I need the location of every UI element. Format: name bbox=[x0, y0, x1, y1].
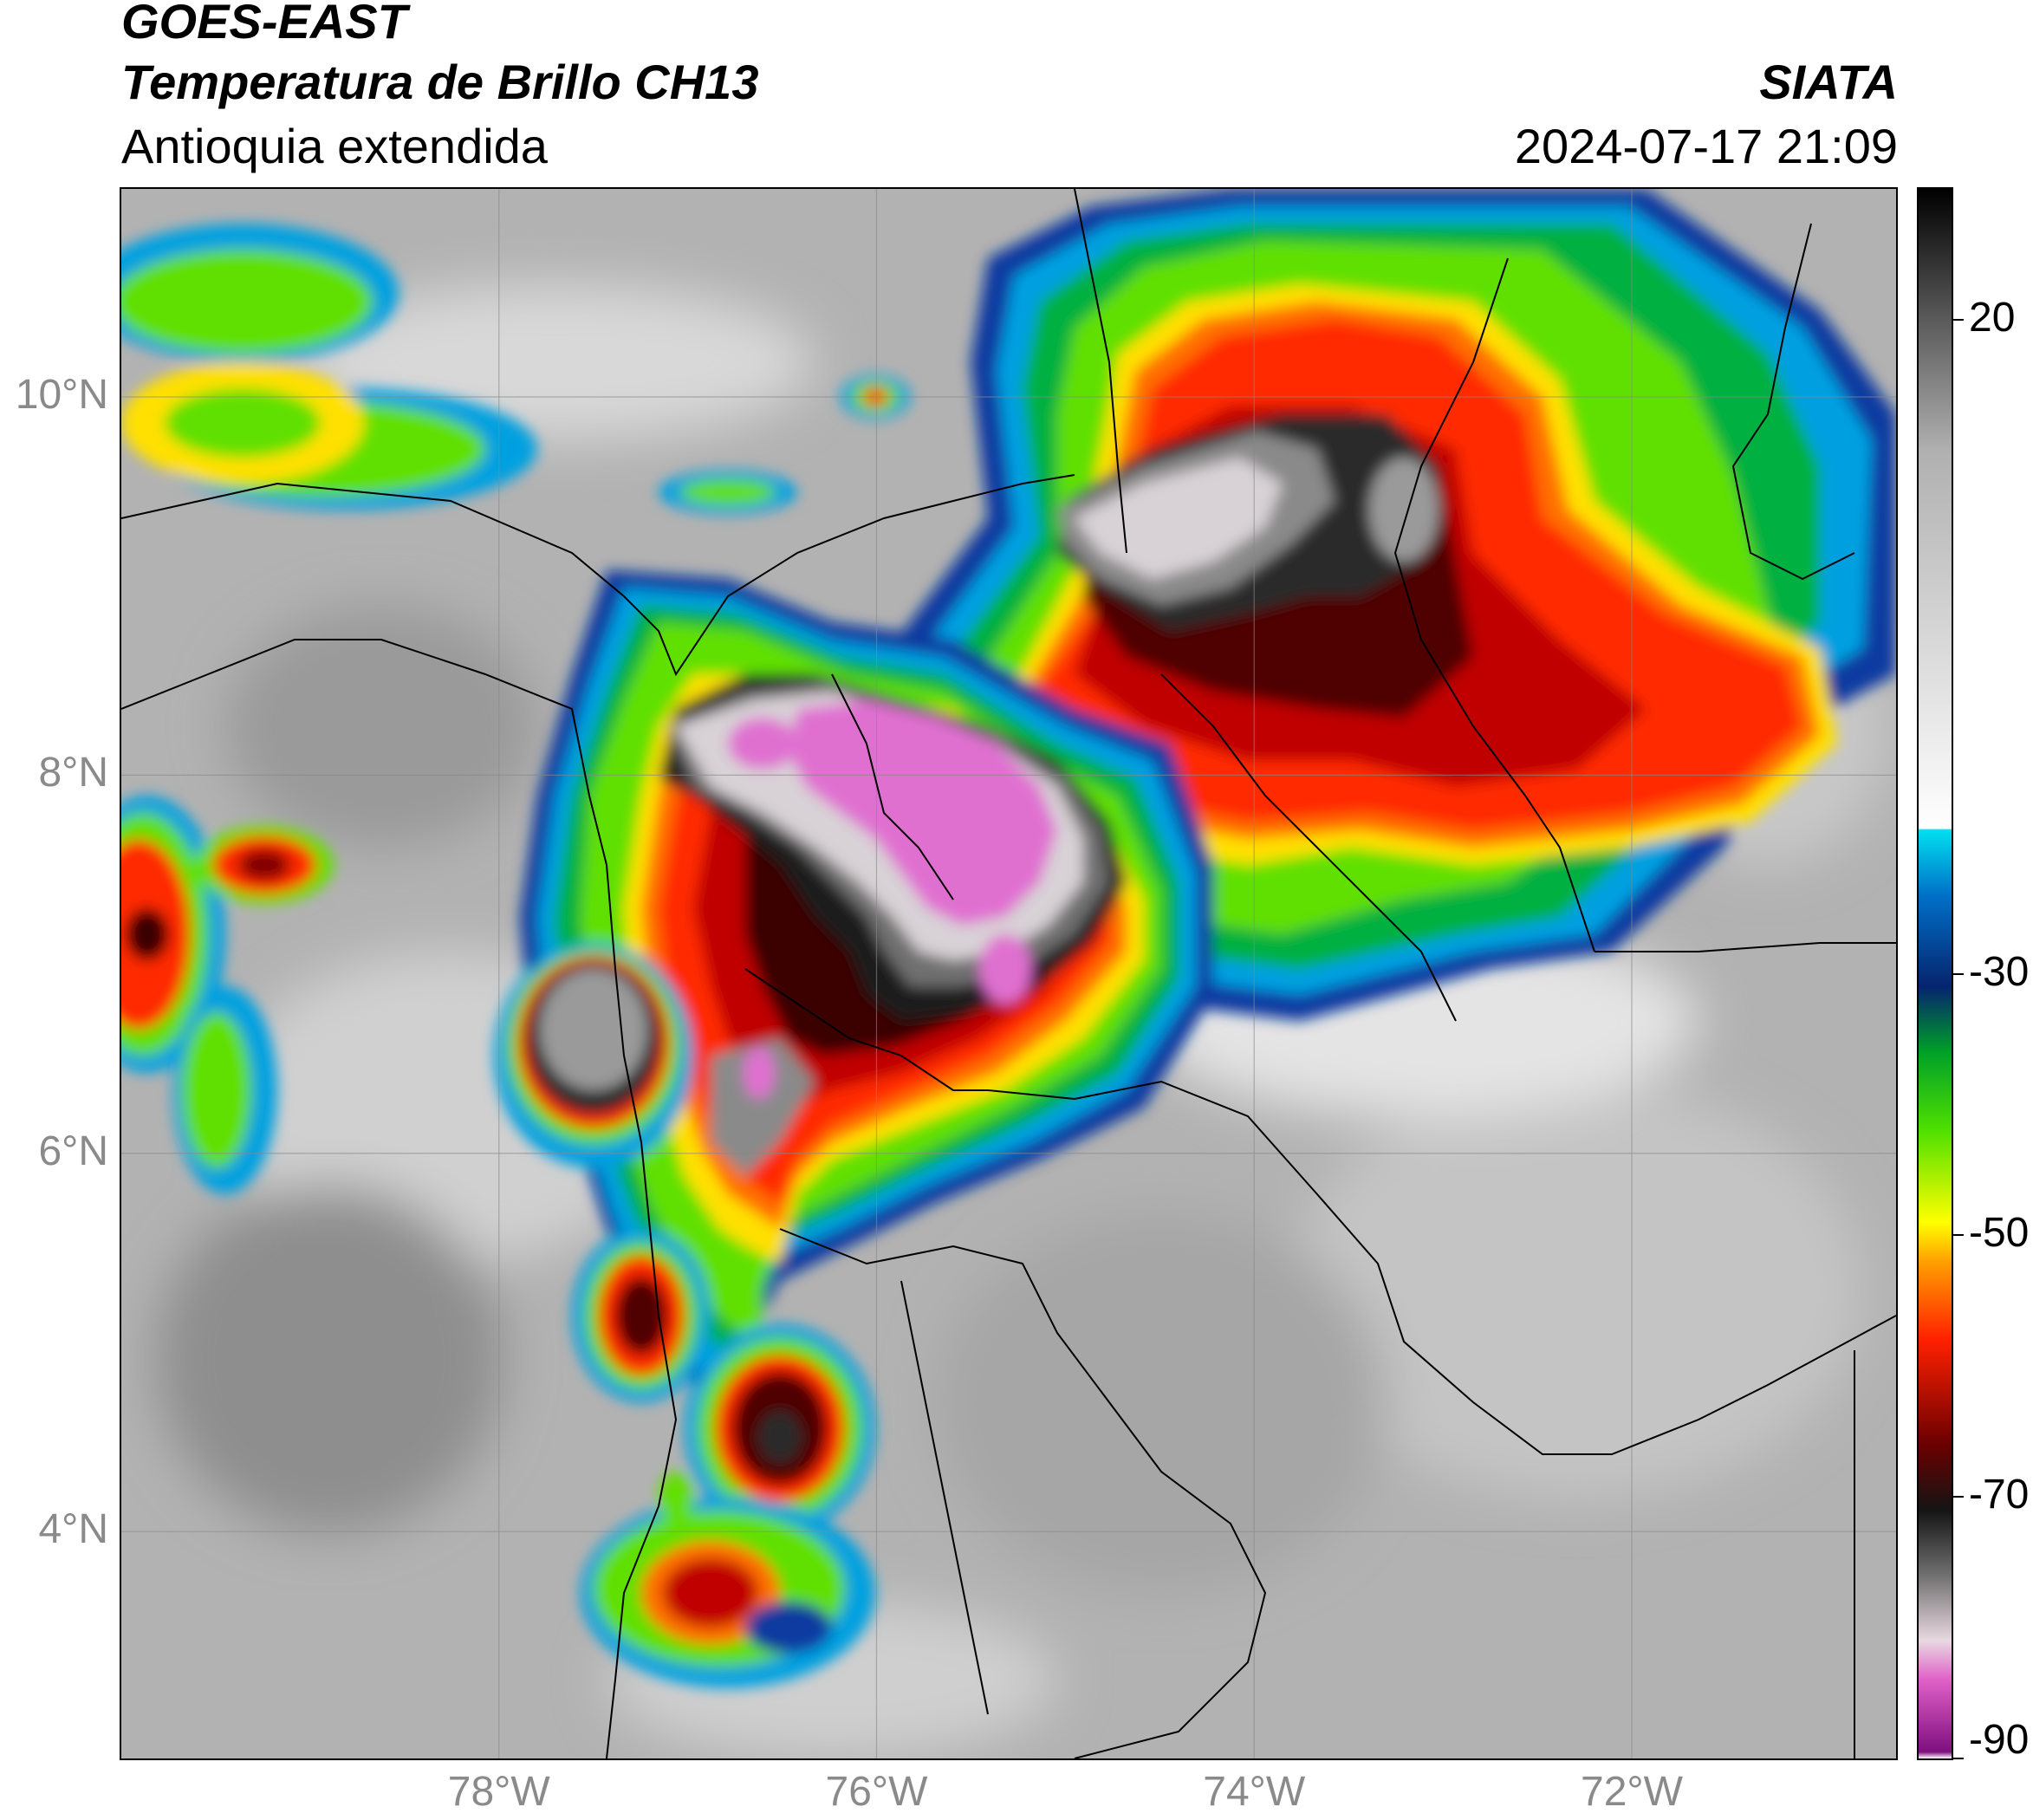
uraba-border bbox=[831, 673, 954, 900]
department-border-south bbox=[900, 1280, 989, 1715]
colorbar-tick bbox=[1953, 1496, 1964, 1498]
colorbar-tick-label: -90 bbox=[1969, 1717, 2030, 1763]
datetime-label: 2024-07-17 21:09 bbox=[1514, 119, 1898, 173]
region-subtitle: Antioquia extendida bbox=[121, 119, 548, 173]
department-border-center bbox=[779, 1228, 1267, 1758]
colorbar-tick-label: -70 bbox=[1969, 1472, 2030, 1518]
storm-west-cell bbox=[494, 943, 693, 1168]
eastern-border bbox=[1595, 942, 1896, 952]
colorbar-tick-label: -30 bbox=[1969, 948, 2030, 995]
storm-far-west bbox=[121, 224, 537, 1194]
colorbar-tick bbox=[1953, 318, 1964, 321]
magdalena-border bbox=[1160, 673, 1457, 1022]
lat-tick-label: 6°N bbox=[38, 1128, 108, 1174]
lat-tick-label: 4°N bbox=[38, 1506, 108, 1553]
lon-tick-label: 74°W bbox=[1203, 1769, 1306, 1815]
storm-northeast bbox=[832, 189, 1896, 1021]
colorbar-gradient bbox=[1919, 189, 1952, 1758]
map-canvas bbox=[121, 189, 1896, 1758]
storm-southwest-chain bbox=[572, 1229, 875, 1688]
lon-tick-label: 76°W bbox=[825, 1769, 928, 1815]
colorbar-tick bbox=[1953, 1234, 1964, 1237]
colorbar-tick-label: 20 bbox=[1969, 294, 2016, 341]
gridlines bbox=[121, 189, 1896, 1758]
lat-tick-label: 8°N bbox=[38, 750, 108, 796]
department-border-east bbox=[987, 1080, 1896, 1455]
pacific-coastline bbox=[121, 639, 678, 1758]
lat-tick-label: 10°N bbox=[15, 372, 108, 418]
boundaries bbox=[121, 189, 1896, 1758]
agency-label: SIATA bbox=[1759, 55, 1898, 109]
lake-maracaibo-shore bbox=[1731, 223, 1855, 581]
colorbar-tick bbox=[1953, 972, 1964, 975]
colombia-venezuela-border bbox=[1393, 257, 1595, 952]
storm-central bbox=[520, 570, 1213, 1420]
satellite-title: GOES-EAST bbox=[121, 0, 407, 49]
colorbar bbox=[1917, 187, 1953, 1760]
caribbean-coastline bbox=[121, 474, 1075, 677]
lon-tick-label: 78°W bbox=[447, 1769, 550, 1815]
venezuela-border-north bbox=[1074, 189, 1127, 554]
antioquia-border bbox=[744, 968, 988, 1091]
product-title: Temperatura de Brillo CH13 bbox=[121, 55, 759, 109]
satellite-map bbox=[120, 187, 1898, 1760]
lon-tick-label: 72°W bbox=[1581, 1769, 1683, 1815]
colorbar-tick-label: -50 bbox=[1969, 1210, 2030, 1257]
colorbar-tick bbox=[1953, 1758, 1964, 1759]
